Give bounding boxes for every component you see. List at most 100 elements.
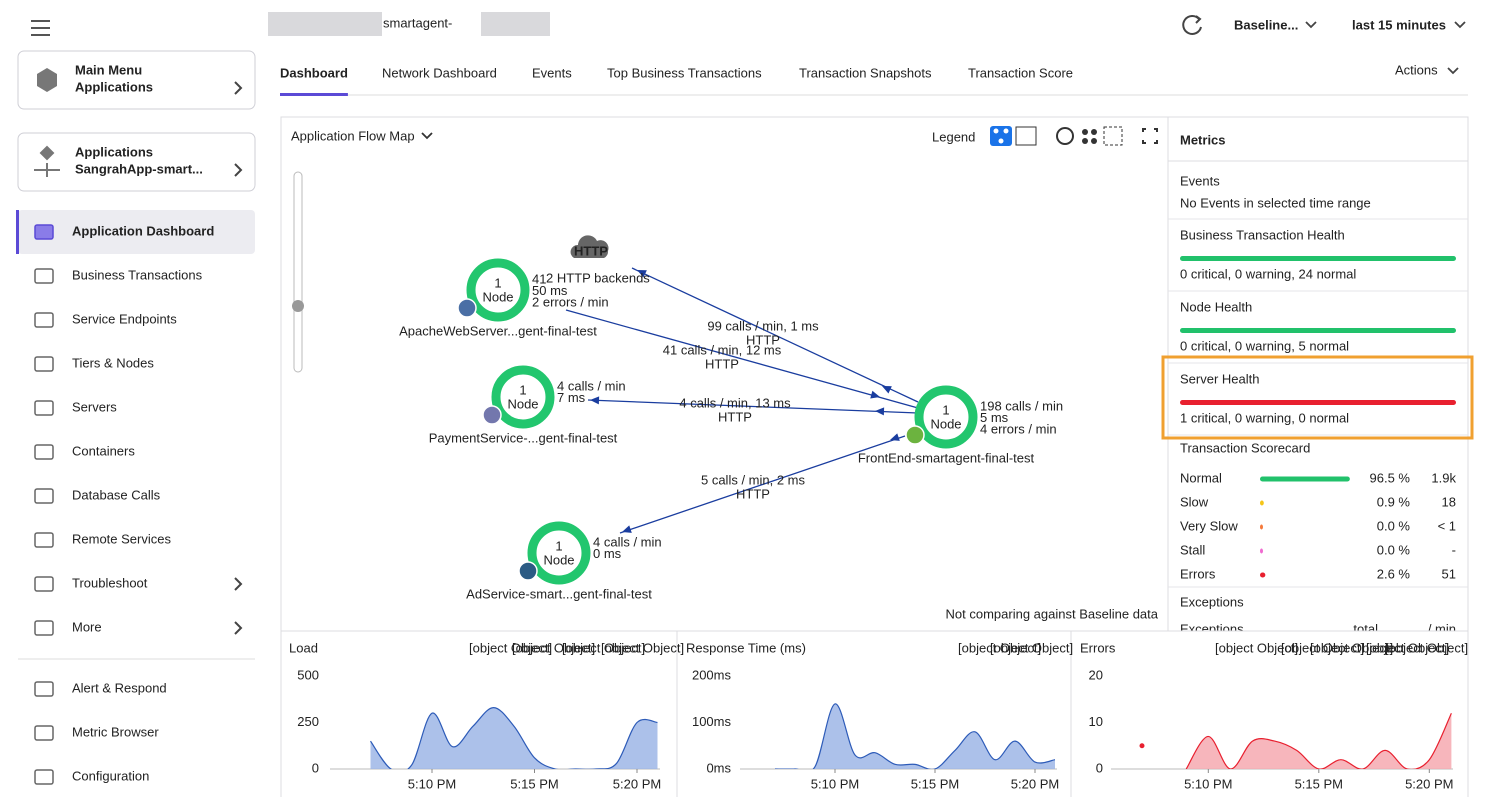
tree-view-button[interactable] xyxy=(1015,126,1037,146)
scorecard-label[interactable]: Very Slow xyxy=(1180,518,1238,533)
y-tick-label: 20 xyxy=(1089,667,1103,682)
x-tick-label: 5:15 PM xyxy=(911,776,959,791)
x-tick-label: 5:20 PM xyxy=(1011,776,1059,791)
card-icon xyxy=(34,145,60,177)
scorecard-label[interactable]: Stall xyxy=(1180,542,1205,557)
fullscreen-button[interactable] xyxy=(1142,128,1158,144)
stat-value: [object Object] xyxy=(1281,640,1364,655)
tab[interactable]: Top Business Transactions xyxy=(607,65,762,80)
chevron[interactable] xyxy=(421,132,433,140)
menu-card[interactable] xyxy=(17,50,256,110)
zoom-knob[interactable] xyxy=(292,300,304,312)
card-label: Main Menu xyxy=(75,62,142,77)
http-cloud[interactable] xyxy=(570,235,609,258)
node-icon xyxy=(482,405,502,425)
nav-icon xyxy=(34,268,54,284)
node-unit: Node xyxy=(482,289,513,304)
scorecard-count[interactable]: 18 xyxy=(1442,494,1456,509)
chart-title: Load xyxy=(289,640,318,655)
baseline-note[interactable]: Not comparing against Baseline data xyxy=(946,606,1159,621)
events-title[interactable]: Events xyxy=(1180,173,1220,188)
stat-unit: [object Object] xyxy=(990,640,1073,655)
layout-button[interactable] xyxy=(1056,127,1074,145)
charts-strip xyxy=(282,631,1467,797)
baseline-select[interactable]: Baseline... xyxy=(1234,17,1298,32)
node-name: AdService-smart...gent-final-test xyxy=(466,586,652,601)
tab[interactable]: Dashboard xyxy=(280,65,348,80)
nav-item[interactable]: Business Transactions xyxy=(72,267,203,282)
nav-item[interactable]: Alert & Respond xyxy=(72,680,167,695)
area-fill xyxy=(775,703,1055,769)
edge-label: 41 calls / min, 12 ms xyxy=(663,342,782,357)
tab-underline xyxy=(280,93,348,96)
node-stat: 198 calls / min xyxy=(980,398,1063,413)
node-ring[interactable] xyxy=(527,521,591,585)
scorecard-count[interactable]: < 1 xyxy=(1438,518,1456,533)
nav-item[interactable]: Configuration xyxy=(72,768,149,783)
node-ring[interactable] xyxy=(491,365,555,429)
edge-label: 99 calls / min, 1 ms xyxy=(707,318,819,333)
scorecard-label[interactable]: Errors xyxy=(1180,566,1216,581)
grid-button[interactable] xyxy=(1082,129,1097,144)
node-ring[interactable] xyxy=(466,258,530,322)
chevron[interactable] xyxy=(234,621,243,635)
chevron[interactable] xyxy=(234,81,243,95)
nav-item[interactable]: Containers xyxy=(72,443,135,458)
x-tick-label: 5:20 PM xyxy=(1405,776,1453,791)
nav-item[interactable]: Metric Browser xyxy=(72,724,159,739)
nav-item[interactable]: Tiers & Nodes xyxy=(72,355,154,370)
card-value: Applications xyxy=(75,79,153,94)
node-ring[interactable] xyxy=(914,385,978,449)
nav-item[interactable]: Servers xyxy=(72,399,117,414)
actions-menu[interactable]: Actions xyxy=(1395,62,1438,77)
health-bar xyxy=(1180,256,1456,261)
chevron[interactable] xyxy=(234,163,243,177)
app-name: smartagent- xyxy=(383,15,452,30)
tab[interactable]: Events xyxy=(532,65,572,80)
chevron[interactable] xyxy=(1305,21,1317,29)
legend-link[interactable]: Legend xyxy=(932,129,975,144)
nav-selected xyxy=(18,210,255,254)
card-label: Applications xyxy=(75,144,153,159)
nav-icon xyxy=(34,224,54,240)
scorecard-count[interactable]: 51 xyxy=(1442,566,1456,581)
scorecard-label[interactable]: Slow xyxy=(1180,494,1209,509)
tab[interactable]: Transaction Snapshots xyxy=(799,65,932,80)
nav-icon xyxy=(34,312,54,328)
tab[interactable]: Network Dashboard xyxy=(382,65,497,80)
nav-icon xyxy=(34,532,54,548)
nav-item[interactable]: Troubleshoot xyxy=(72,575,148,590)
time-range-select[interactable]: last 15 minutes xyxy=(1352,17,1446,32)
y-tick-label: 0ms xyxy=(706,760,731,775)
nav-item[interactable]: More xyxy=(72,619,102,634)
card-icon xyxy=(37,68,57,92)
chevron[interactable] xyxy=(1454,21,1466,29)
node-name: ApacheWebServer...gent-final-test xyxy=(399,323,597,338)
menu-card[interactable] xyxy=(17,132,256,192)
exceptions-title[interactable]: Exceptions xyxy=(1180,594,1244,609)
nav-item[interactable]: Database Calls xyxy=(72,487,161,502)
refresh-button[interactable] xyxy=(1182,14,1202,35)
health-title[interactable]: Business Transaction Health xyxy=(1180,227,1345,242)
stat-value: [object Object] xyxy=(1215,640,1298,655)
nav-item[interactable]: Remote Services xyxy=(72,531,171,546)
tab[interactable]: Transaction Score xyxy=(968,65,1073,80)
health-title[interactable]: Node Health xyxy=(1180,299,1252,314)
health-bar xyxy=(1180,400,1456,405)
chevron[interactable] xyxy=(1447,67,1459,75)
scorecard-title[interactable]: Transaction Scorecard xyxy=(1180,440,1310,455)
series xyxy=(1185,712,1452,769)
nav-item[interactable]: Application Dashboard xyxy=(72,223,214,238)
nav-item[interactable]: Service Endpoints xyxy=(72,311,177,326)
scorecard-count[interactable]: - xyxy=(1452,542,1456,557)
chevron[interactable] xyxy=(234,577,243,591)
health-title[interactable]: Server Health xyxy=(1180,371,1259,386)
arrange-button[interactable] xyxy=(1103,126,1123,146)
menu-button[interactable] xyxy=(31,20,50,36)
scorecard-count: 1.9k xyxy=(1431,470,1456,485)
node-count: 1 xyxy=(519,382,526,397)
zoom-slider[interactable] xyxy=(293,171,303,373)
nav-icon xyxy=(34,576,54,592)
node-icon xyxy=(457,298,477,318)
